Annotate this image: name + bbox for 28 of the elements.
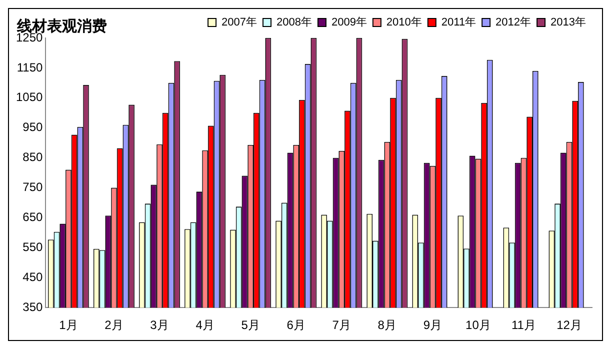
legend-label: 2013年 [550, 16, 586, 29]
legend-label: 2010年 [386, 16, 422, 29]
x-tick-label: 4月 [196, 318, 214, 332]
legend-label: 2011年 [441, 16, 476, 29]
x-tick-label: 2月 [104, 318, 124, 332]
x-tick-label: 1月 [59, 318, 78, 332]
legend-label: 2009年 [331, 16, 367, 29]
x-tick-label: 11月 [511, 318, 536, 332]
x-tick-label: 9月 [423, 318, 442, 332]
x-tick-label: 8月 [378, 318, 396, 332]
y-tick-label: 1050 [16, 90, 44, 104]
y-tick-label: 550 [22, 240, 44, 254]
y-tick-label: 750 [22, 180, 44, 194]
y-tick-label: 350 [22, 300, 44, 314]
y-tick-label: 850 [22, 150, 44, 164]
y-tick-label: 450 [22, 270, 44, 284]
x-tick-label: 12月 [556, 318, 582, 332]
y-tick-label: 950 [22, 120, 44, 134]
y-tick-label: 650 [22, 210, 44, 224]
legend-label: 2012年 [496, 16, 532, 29]
legend-label: 2008年 [276, 16, 312, 29]
x-tick-label: 10月 [466, 318, 491, 332]
legend-label: 2007年 [222, 16, 258, 29]
x-tick-label: 7月 [332, 318, 351, 332]
x-tick-label: 6月 [286, 318, 306, 332]
y-tick-label: 1150 [16, 60, 44, 74]
x-tick-label: 5月 [241, 318, 260, 332]
x-tick-label: 3月 [150, 318, 169, 332]
